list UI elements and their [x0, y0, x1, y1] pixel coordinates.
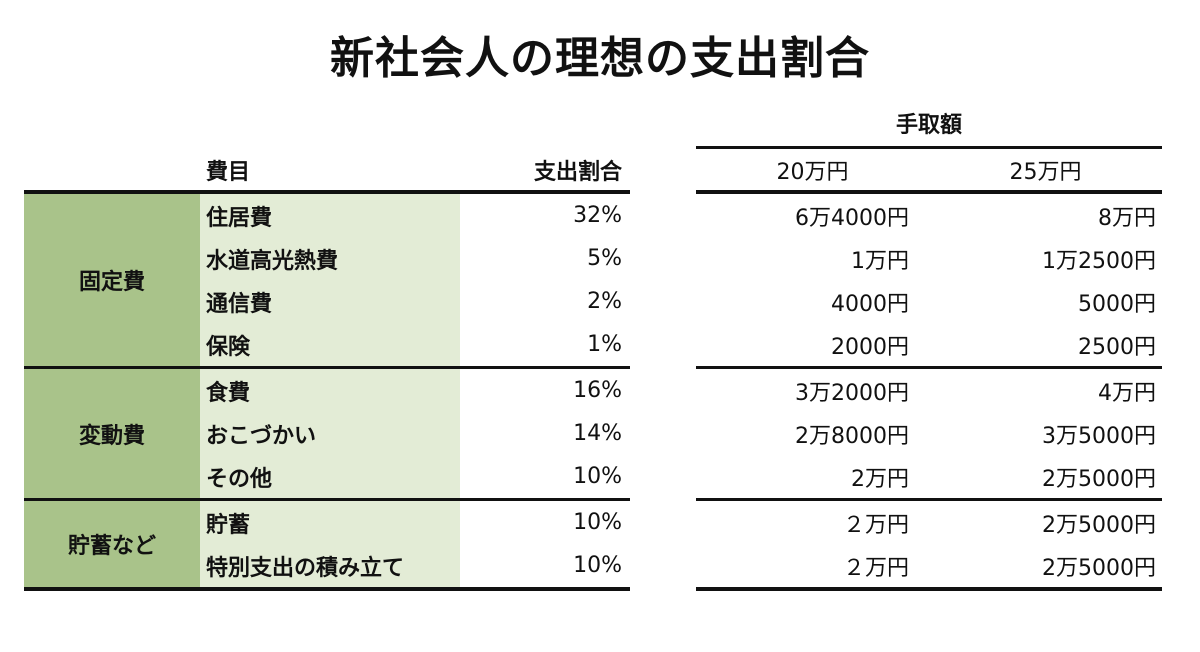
amount-20: ２万円: [842, 512, 909, 538]
ratio-value: 10%: [573, 510, 622, 535]
table-row: 2万円 2万5000円: [696, 455, 1162, 498]
amount-25: 2万5000円: [1042, 466, 1156, 492]
amount-20: 4000円: [831, 291, 909, 317]
group-variable-costs: 変動費 食費 16% おこづかい 14% その他 10%: [24, 369, 630, 501]
table-row: 保険 1%: [200, 323, 630, 366]
group-savings-amounts: ２万円 2万5000円 ２万円 2万5000円: [696, 501, 1162, 591]
amount-25: 3万5000円: [1042, 423, 1156, 449]
amount-25: 2万5000円: [1042, 555, 1156, 581]
header-item: 費目: [206, 160, 251, 185]
amount-25: 2万5000円: [1042, 512, 1156, 538]
table-row: 4000円 5000円: [696, 280, 1162, 323]
table-row: 住居費 32%: [200, 194, 630, 237]
amount-20: ２万円: [842, 555, 909, 581]
amount-20: 1万円: [851, 248, 909, 274]
ratio-value: 2%: [587, 289, 622, 314]
group-fixed-costs-amounts: 6万4000円 8万円 1万円 1万2500円 4000円 5000円 2000円 25…: [696, 194, 1162, 369]
category-label: 固定費: [24, 194, 200, 366]
amount-25: 2500円: [1078, 334, 1156, 360]
item-label: 保険: [200, 323, 460, 366]
table-row: 2万8000円 3万5000円: [696, 412, 1162, 455]
table-row: 特別支出の積み立て 10%: [200, 544, 630, 587]
table-row: 1万円 1万2500円: [696, 237, 1162, 280]
amount-20: 2万8000円: [795, 423, 909, 449]
table-row: 6万4000円 8万円: [696, 194, 1162, 237]
table-row: 水道高光熱費 5%: [200, 237, 630, 280]
group-fixed-costs: 固定費 住居費 32% 水道高光熱費 5% 通信費 2% 保険 1%: [24, 194, 630, 369]
table-row: ２万円 2万5000円: [696, 544, 1162, 587]
ratio-value: 10%: [573, 553, 622, 578]
group-savings: 貯蓄など 貯蓄 10% 特別支出の積み立て 10%: [24, 501, 630, 591]
amount-20: 2万円: [851, 466, 909, 492]
ratio-value: 10%: [573, 464, 622, 489]
table-row: その他 10%: [200, 455, 630, 498]
amount-25: 8万円: [1098, 205, 1156, 231]
page-title: 新社会人の理想の支出割合: [330, 33, 870, 84]
table-subheader: 20万円 25万円: [696, 149, 1162, 194]
table-row: おこづかい 14%: [200, 412, 630, 455]
group-variable-costs-amounts: 3万2000円 4万円 2万8000円 3万5000円 2万円 2万5000円: [696, 369, 1162, 501]
item-label: 水道高光熱費: [200, 237, 460, 280]
table-header: 費目 支出割合: [24, 150, 630, 194]
item-label: おこづかい: [200, 412, 460, 455]
table-row: 食費 16%: [200, 369, 630, 412]
table-row: ２万円 2万5000円: [696, 501, 1162, 544]
item-label: 食費: [200, 369, 460, 412]
amount-20: 6万4000円: [795, 205, 909, 231]
item-label: 通信費: [200, 280, 460, 323]
table-row: 3万2000円 4万円: [696, 369, 1162, 412]
item-label: 特別支出の積み立て: [200, 544, 460, 587]
table-row: 2000円 2500円: [696, 323, 1162, 366]
amount-25: 5000円: [1078, 291, 1156, 317]
ratio-value: 1%: [587, 332, 622, 357]
ratio-value: 14%: [573, 421, 622, 446]
item-label: 貯蓄: [200, 501, 460, 544]
amount-20: 3万2000円: [795, 380, 909, 406]
table-row: 貯蓄 10%: [200, 501, 630, 544]
header-ratio: 支出割合: [533, 160, 622, 185]
amount-20: 2000円: [831, 334, 909, 360]
amount-25: 4万円: [1098, 380, 1156, 406]
category-label: 変動費: [24, 369, 200, 498]
header-takehome: 手取額: [696, 106, 1162, 149]
takehome-amount-table: 手取額 20万円 25万円 6万4000円 8万円 1万円 1万2500円 4000…: [696, 106, 1162, 591]
item-label: 住居費: [200, 194, 460, 237]
category-label: 貯蓄など: [24, 501, 200, 587]
ratio-value: 16%: [573, 378, 622, 403]
expense-ratio-table: 費目 支出割合 固定費 住居費 32% 水道高光熱費 5% 通信費 2% 保険 1% 変…: [24, 150, 630, 591]
header-col-25: 25万円: [1009, 159, 1082, 185]
item-label: その他: [200, 455, 460, 498]
amount-25: 1万2500円: [1042, 248, 1156, 274]
ratio-value: 5%: [587, 246, 622, 271]
table-row: 通信費 2%: [200, 280, 630, 323]
header-col-20: 20万円: [776, 159, 849, 185]
ratio-value: 32%: [573, 203, 622, 228]
